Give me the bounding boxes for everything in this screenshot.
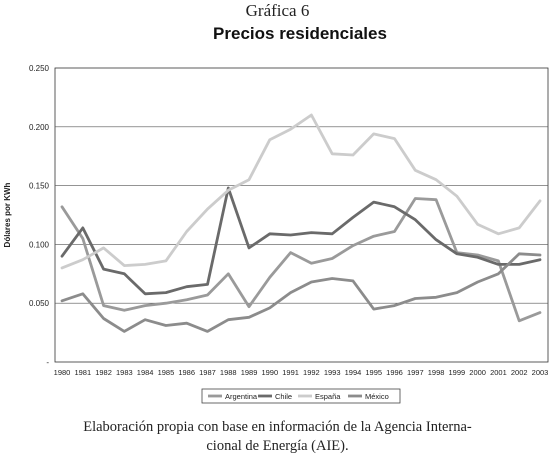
series-line-chile bbox=[60, 186, 542, 296]
x-tick-label: 1980 bbox=[54, 368, 71, 377]
x-tick-label: 1995 bbox=[365, 368, 382, 377]
x-tick-label: 1989 bbox=[241, 368, 258, 377]
x-tick-label: 1999 bbox=[449, 368, 466, 377]
source-line-1: Elaboración propia con base en informaci… bbox=[83, 419, 472, 435]
legend-label-españa: España bbox=[315, 392, 341, 401]
source-line-2: cional de Energía (AIE). bbox=[206, 438, 349, 454]
x-tick-label: 1982 bbox=[95, 368, 112, 377]
x-tick-label: 2001 bbox=[490, 368, 507, 377]
legend-label-chile: Chile bbox=[275, 392, 292, 401]
x-tick-label: 1987 bbox=[199, 368, 216, 377]
x-tick-label: 1988 bbox=[220, 368, 237, 377]
x-tick-label: 1991 bbox=[282, 368, 299, 377]
series-line-méxico bbox=[60, 252, 542, 333]
y-tick-label: 0.200 bbox=[29, 123, 50, 132]
y-tick-label: - bbox=[46, 358, 49, 367]
x-tick-label: 1996 bbox=[386, 368, 403, 377]
x-tick-label: 1983 bbox=[116, 368, 133, 377]
x-tick-label: 1986 bbox=[178, 368, 195, 377]
x-tick-label: 1993 bbox=[324, 368, 341, 377]
y-tick-label: 0.100 bbox=[29, 240, 50, 249]
x-tick-label: 1981 bbox=[74, 368, 91, 377]
series-line-españa bbox=[60, 113, 542, 270]
x-tick-label: 2003 bbox=[532, 368, 549, 377]
x-tick-label: 1998 bbox=[428, 368, 445, 377]
x-tick-label: 1990 bbox=[261, 368, 278, 377]
plot-frame bbox=[54, 67, 549, 363]
x-tick-label: 1997 bbox=[407, 368, 424, 377]
x-tick-label: 1984 bbox=[137, 368, 154, 377]
x-tick-label: 2002 bbox=[511, 368, 528, 377]
figure-label: Gráfica 6 bbox=[245, 1, 310, 20]
x-tick-label: 1992 bbox=[303, 368, 320, 377]
y-tick-label: 0.150 bbox=[29, 182, 50, 191]
x-tick-label: 1985 bbox=[158, 368, 175, 377]
legend-label-méxico: México bbox=[365, 392, 389, 401]
y-tick-label: 0.050 bbox=[29, 299, 50, 308]
x-tick-label: 2000 bbox=[469, 368, 486, 377]
x-tick-label: 1994 bbox=[345, 368, 362, 377]
series-line-argentina bbox=[60, 197, 542, 323]
y-axis-label: Dólares por KWh bbox=[3, 182, 12, 247]
source-note: Elaboración propia con base en informaci… bbox=[0, 418, 555, 456]
legend-label-argentina: Argentina bbox=[225, 392, 258, 401]
chart-title: Precios residenciales bbox=[213, 24, 387, 43]
y-tick-label: 0.250 bbox=[29, 64, 50, 73]
